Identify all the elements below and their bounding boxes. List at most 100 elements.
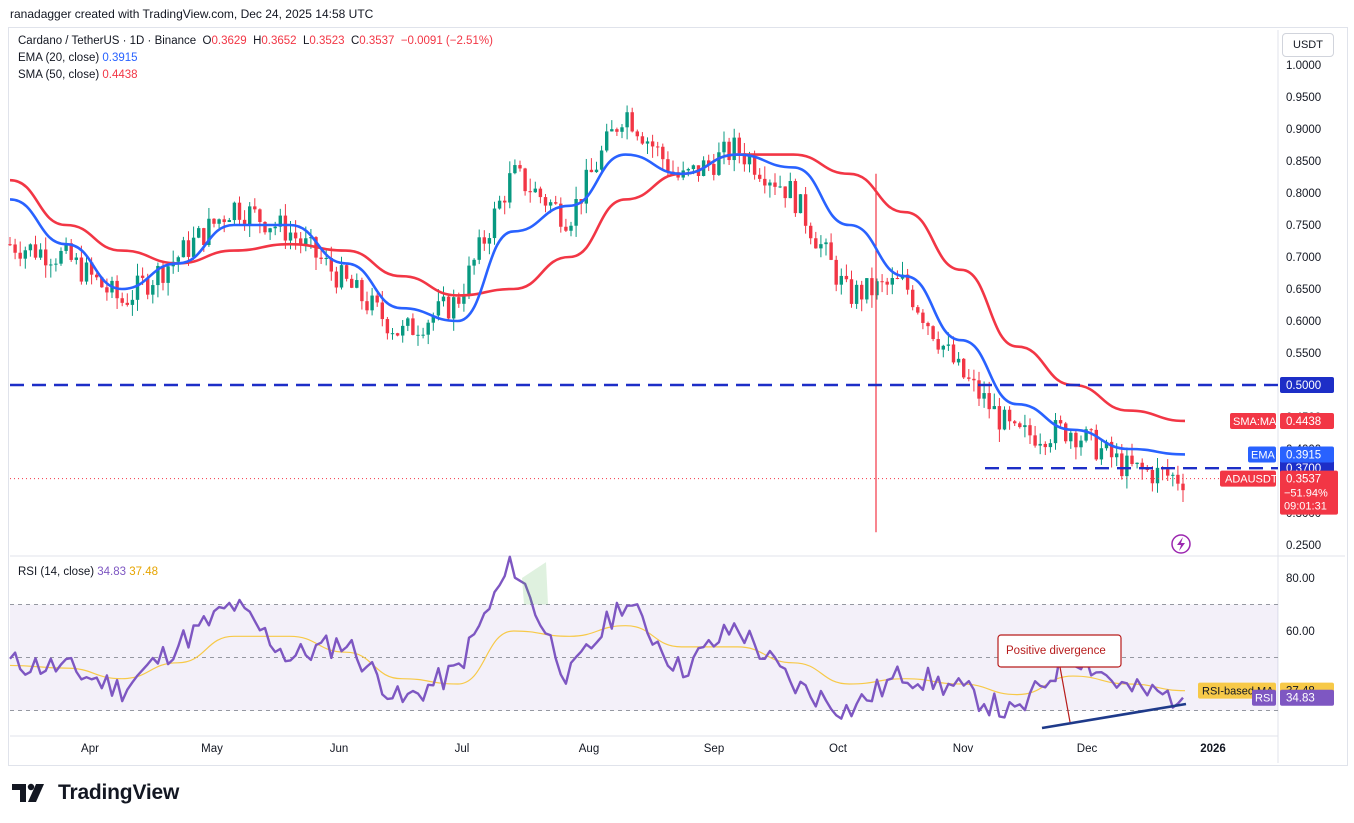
candle-body xyxy=(956,358,961,363)
time-axis-label: Jun xyxy=(330,743,349,755)
tradingview-logo[interactable]: TradingView xyxy=(12,781,179,805)
candle-body xyxy=(406,318,410,326)
candle-body xyxy=(49,264,53,266)
candle-body xyxy=(508,173,512,203)
candle-body xyxy=(181,240,186,258)
candle-body xyxy=(186,240,191,257)
ema-tag-bg xyxy=(1248,446,1276,463)
candle-body xyxy=(69,243,73,260)
candle-body xyxy=(18,252,22,259)
time-axis-label: Jul xyxy=(455,743,470,755)
candle-body xyxy=(436,301,441,316)
sma-tag-label: SMA:MA xyxy=(1233,416,1277,428)
ema-tag-label: EMA xyxy=(1251,449,1276,461)
candle-body xyxy=(717,152,721,175)
candle-body xyxy=(156,265,160,286)
candle-body xyxy=(722,141,726,153)
sma-value-tag-text: 0.4438 xyxy=(1286,416,1321,428)
candle-body xyxy=(1018,423,1022,428)
rsi-axis-label: 80.00 xyxy=(1286,573,1315,585)
candle-body xyxy=(421,334,425,336)
time-axis-label: 2026 xyxy=(1200,743,1226,755)
candle-body xyxy=(64,243,68,251)
candle-body xyxy=(283,215,288,241)
candle-body xyxy=(1038,443,1042,446)
candle-body xyxy=(865,278,869,300)
candle-body xyxy=(895,278,900,280)
candle-body xyxy=(370,295,374,311)
candle-body xyxy=(74,257,78,260)
tradingview-brand: TradingView xyxy=(58,781,180,804)
candle-body xyxy=(605,131,609,151)
candle-body xyxy=(1135,462,1139,465)
candle-body xyxy=(503,200,507,203)
candle-body xyxy=(319,257,323,259)
time-axis-label: Oct xyxy=(829,743,848,755)
candle-body xyxy=(146,277,150,295)
candle-body xyxy=(992,406,996,410)
ema-legend[interactable]: EMA (20, close) 0.3915 xyxy=(18,52,138,64)
ema-value-tag: 0.3915 xyxy=(1280,446,1334,463)
candle-body xyxy=(803,194,808,226)
candle-body xyxy=(309,237,313,239)
candle-body xyxy=(8,244,12,246)
candle-body xyxy=(533,188,537,193)
time-axis-label: Nov xyxy=(953,743,974,755)
candle-body xyxy=(95,274,99,278)
candle-body xyxy=(130,299,135,305)
candle-body xyxy=(656,146,660,148)
rsi-legend[interactable]: RSI (14, close) 34.83 37.48 xyxy=(18,566,158,578)
candle-body xyxy=(120,298,124,303)
candle-body xyxy=(334,271,339,288)
rsi-value-tag-bg xyxy=(1280,689,1334,706)
candle-body xyxy=(926,322,930,327)
candle-body xyxy=(161,265,165,283)
candle-body xyxy=(253,206,257,210)
candle-body xyxy=(278,215,282,227)
candle-body xyxy=(84,262,89,282)
candle-body xyxy=(742,153,747,165)
candle-body xyxy=(523,168,527,192)
lightning-icon[interactable] xyxy=(1171,534,1191,554)
divergence-callout: Positive divergence xyxy=(997,634,1122,723)
sma-50-line xyxy=(9,153,1186,423)
candle-body xyxy=(1007,409,1012,422)
candle-body xyxy=(691,165,696,170)
candle-body xyxy=(1028,425,1032,436)
price-axis-label: 0.9000 xyxy=(1286,124,1321,136)
last-price-change: −51.94% xyxy=(1284,488,1328,500)
candle-body xyxy=(1120,453,1124,477)
sma-value-tag-bg xyxy=(1280,412,1334,429)
chart-frame xyxy=(8,27,1348,766)
candle-body xyxy=(773,182,777,187)
candle-body xyxy=(875,281,879,296)
candle-body xyxy=(33,244,38,258)
candle-body xyxy=(589,169,594,173)
candle-body xyxy=(329,258,333,272)
candle-body xyxy=(411,318,415,335)
candle-body xyxy=(79,257,84,282)
close-value: 0.3537 xyxy=(359,35,395,47)
candle-body xyxy=(1171,474,1175,476)
candle-body xyxy=(135,275,140,300)
price-axis-label: 0.2500 xyxy=(1286,540,1321,552)
candle-body xyxy=(630,112,634,132)
symbol-name[interactable]: Cardano / TetherUS · 1D · Binance xyxy=(18,35,197,47)
candle-body xyxy=(273,226,277,229)
candle-body xyxy=(727,141,731,161)
candle-body xyxy=(844,275,849,280)
ema-value-tag-bg xyxy=(1280,446,1334,463)
candle-body xyxy=(936,339,940,350)
candle-body xyxy=(1074,432,1078,448)
rsi-overbought-fill xyxy=(522,562,548,605)
candle-body xyxy=(1150,469,1155,484)
candle-body xyxy=(477,237,481,260)
candle-body xyxy=(28,244,33,251)
currency-button[interactable]: USDT xyxy=(1282,33,1334,57)
candle-body xyxy=(783,186,787,199)
candle-body xyxy=(1140,462,1144,469)
candle-body xyxy=(1013,421,1017,424)
sma-legend[interactable]: SMA (50, close) 0.4438 xyxy=(18,69,138,81)
candle-body xyxy=(299,238,303,245)
